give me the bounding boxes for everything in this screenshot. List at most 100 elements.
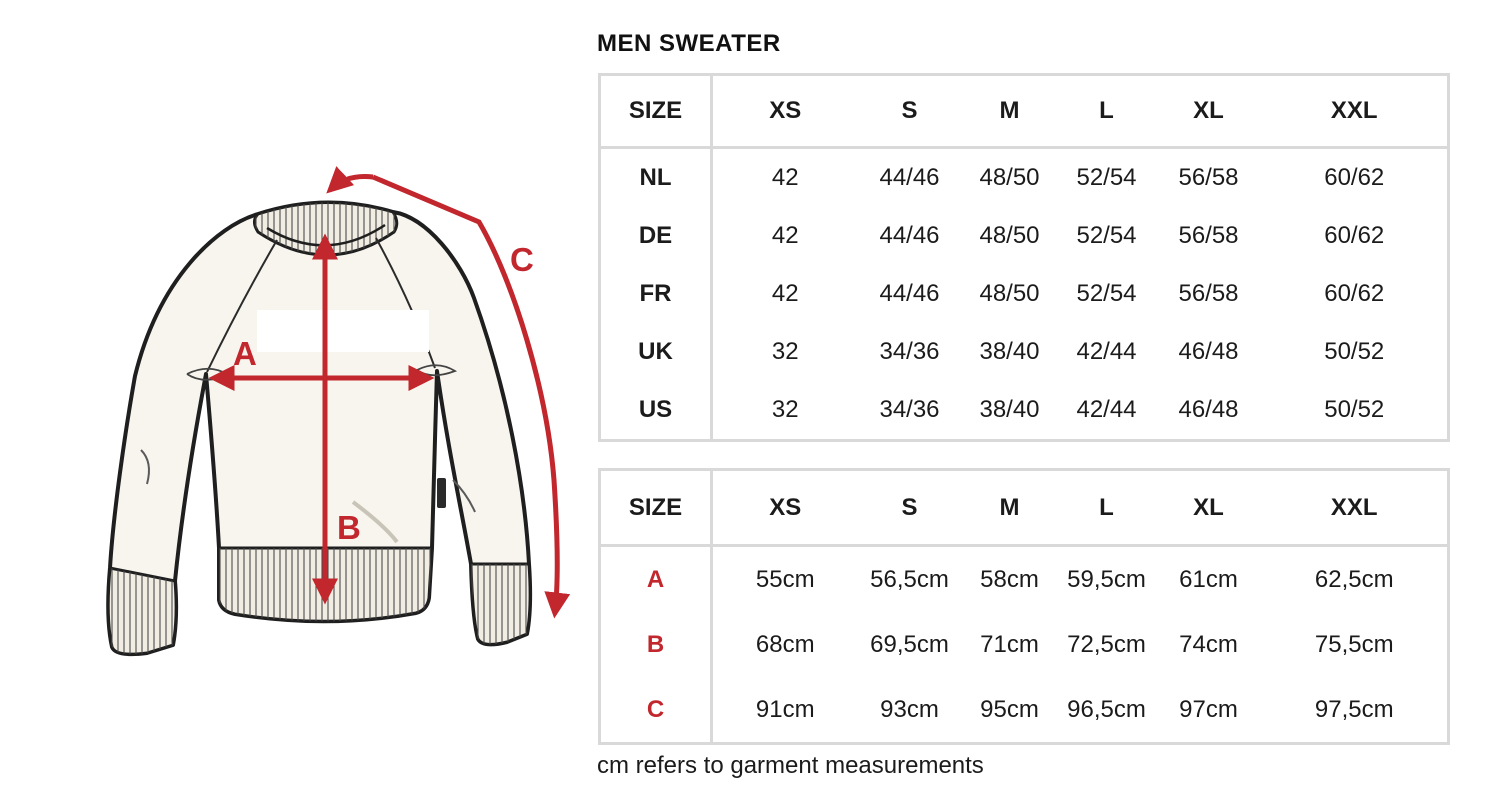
right-raglan-seam — [375, 237, 436, 369]
size-cell: 60/62 — [1324, 280, 1385, 307]
left-cuff-texture — [108, 568, 177, 655]
size-cell: 52/54 — [1076, 222, 1137, 249]
col-header-xl: XL — [1155, 469, 1262, 547]
table-row-de: DE 42 44/46 48/50 52/54 56/58 60/62 — [599, 207, 1449, 265]
col-header-xs: XS — [711, 74, 858, 149]
chest-highlight — [257, 310, 429, 352]
row-label-nl: NL — [599, 147, 713, 207]
measurement-cell: 68cm — [755, 630, 815, 658]
row-label-a: A — [599, 545, 713, 612]
size-cell: 60/62 — [1324, 164, 1385, 191]
table-row-a: A 55cm 56,5cm 58cm 59,5cm 61cm 62,5cm — [599, 545, 1449, 612]
size-cell: 42 — [771, 164, 799, 191]
row-label-fr: FR — [599, 265, 713, 323]
table-row-us: US 32 34/36 38/40 42/44 46/48 50/52 — [599, 381, 1449, 441]
diagram-label-a: A — [233, 335, 257, 372]
garment-measurement-table: SIZE XS S M L XL XXL A 55cm 56,5cm 58cm … — [598, 468, 1450, 745]
size-cell: 44/46 — [879, 164, 940, 191]
size-cell: 50/52 — [1324, 338, 1385, 365]
measurement-cell: 75,5cm — [1314, 630, 1394, 658]
measurement-cell: 56,5cm — [870, 565, 949, 593]
table-header-row: SIZE XS S M L XL XXL — [599, 74, 1449, 149]
measurement-cell: 62,5cm — [1314, 565, 1394, 593]
size-cell: 56/58 — [1178, 222, 1239, 249]
size-cell: 32 — [771, 338, 799, 365]
size-cell: 42/44 — [1076, 338, 1137, 365]
row-label-uk: UK — [599, 323, 713, 381]
col-header-s: S — [857, 469, 962, 547]
table-row-fr: FR 42 44/46 48/50 52/54 56/58 60/62 — [599, 265, 1449, 323]
diagram-label-b: B — [337, 509, 361, 546]
col-header-m: M — [961, 74, 1058, 149]
measurement-arrows — [208, 166, 571, 619]
size-cell: 48/50 — [979, 280, 1040, 307]
sweater-diagram: A B C — [106, 166, 571, 657]
col-header-xl: XL — [1155, 74, 1262, 149]
body-wrinkle — [351, 500, 399, 544]
table-row-c: C 91cm 93cm 95cm 96,5cm 97cm 97,5cm — [599, 677, 1449, 744]
col-header-l: L — [1057, 74, 1156, 149]
size-cell: 60/62 — [1324, 222, 1385, 249]
size-cell: 48/50 — [979, 164, 1040, 191]
table-row-b: B 68cm 69,5cm 71cm 72,5cm 74cm 75,5cm — [599, 612, 1449, 677]
measurement-footnote: cm refers to garment measurements — [597, 752, 984, 779]
size-cell: 42 — [771, 280, 799, 307]
table-row-nl: NL 42 44/46 48/50 52/54 56/58 60/62 — [599, 147, 1449, 207]
measurement-cell: 55cm — [755, 565, 815, 593]
size-cell: 56/58 — [1178, 164, 1239, 191]
right-cuff-texture — [471, 564, 531, 645]
size-cell: 48/50 — [979, 222, 1040, 249]
col-header-size: SIZE — [599, 469, 713, 547]
measurement-cell: 74cm — [1179, 630, 1238, 658]
left-sleeve-wrinkle — [140, 449, 150, 485]
row-label-de: DE — [599, 207, 713, 265]
row-label-c: C — [599, 677, 713, 744]
right-sleeve-wrinkle — [452, 479, 476, 513]
size-cell: 34/36 — [879, 338, 940, 365]
measurement-cell: 59,5cm — [1067, 565, 1146, 593]
size-cell: 32 — [771, 396, 799, 423]
left-raglan-seam — [206, 239, 278, 373]
side-label-tag — [437, 478, 446, 508]
size-cell: 34/36 — [879, 396, 940, 423]
size-cell: 44/46 — [879, 222, 940, 249]
measurement-cell: 71cm — [980, 630, 1039, 658]
col-header-xxl: XXL — [1261, 74, 1449, 149]
size-cell: 38/40 — [979, 396, 1040, 423]
sleeve-arrow-c-hook — [326, 166, 374, 194]
col-header-m: M — [961, 469, 1058, 547]
size-conversion-table: SIZE XS S M L XL XXL NL 42 44/46 48/50 5… — [598, 73, 1450, 442]
measurement-cell: 93cm — [880, 695, 939, 723]
size-cell: 50/52 — [1324, 396, 1385, 423]
measurement-cell: 58cm — [980, 565, 1039, 593]
measurement-cell: 97,5cm — [1314, 695, 1394, 723]
table-row-uk: UK 32 34/36 38/40 42/44 46/48 50/52 — [599, 323, 1449, 381]
measurement-cell: 96,5cm — [1067, 695, 1146, 723]
table-header-row: SIZE XS S M L XL XXL — [599, 469, 1449, 547]
col-header-xxl: XXL — [1261, 469, 1449, 547]
size-cell: 52/54 — [1076, 164, 1137, 191]
size-cell: 52/54 — [1076, 280, 1137, 307]
measurement-cell: 95cm — [980, 695, 1039, 723]
collar-texture — [254, 202, 397, 255]
measurement-cell: 69,5cm — [870, 630, 949, 658]
size-cell: 42/44 — [1076, 396, 1137, 423]
page-title: MEN SWEATER — [597, 30, 781, 57]
size-cell: 44/46 — [879, 280, 940, 307]
col-header-xs: XS — [711, 469, 858, 547]
size-cell: 56/58 — [1178, 280, 1239, 307]
col-header-l: L — [1057, 469, 1156, 547]
size-cell: 46/48 — [1178, 338, 1239, 365]
measurement-cell: 61cm — [1179, 565, 1238, 593]
measurement-cell: 91cm — [755, 695, 815, 723]
size-cell: 38/40 — [979, 338, 1040, 365]
sweater-illustration — [106, 200, 533, 657]
measurement-cell: 97cm — [1179, 695, 1238, 723]
sleeve-arrow-c — [372, 174, 571, 619]
col-header-size: SIZE — [599, 74, 713, 149]
diagram-label-c: C — [510, 241, 534, 278]
size-cell: 42 — [771, 222, 799, 249]
row-label-b: B — [599, 612, 713, 677]
measurement-cell: 72,5cm — [1067, 630, 1146, 658]
col-header-s: S — [857, 74, 962, 149]
